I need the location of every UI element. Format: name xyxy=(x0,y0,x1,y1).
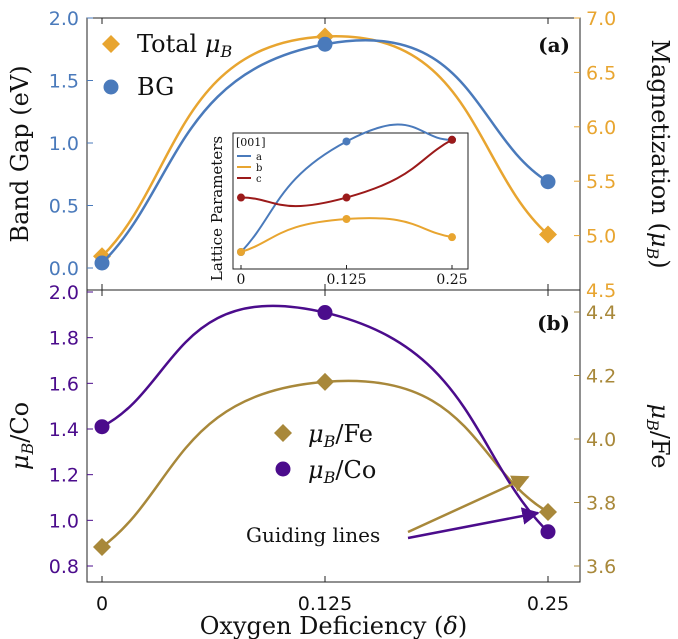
inset-series-b xyxy=(237,215,456,256)
data-point xyxy=(539,225,557,244)
panel-a-left-axis: 0.0 0.5 1.0 1.5 2.0 xyxy=(49,8,93,280)
x-axis-title: Oxygen Deficiency (δ) xyxy=(200,612,467,639)
y-tick-label: 1.0 xyxy=(49,510,79,532)
y-axis-title: μB/Co xyxy=(6,402,37,470)
legend-b: μB/Fe μB/Co xyxy=(274,420,376,487)
guiding-lines-annotation: Guiding lines xyxy=(246,475,540,547)
y-right-tick-label: 3.8 xyxy=(586,493,616,515)
inset-x-tick-label: 0.125 xyxy=(326,272,366,288)
inset-data-point xyxy=(237,193,245,202)
panel-label: (b) xyxy=(537,311,570,335)
inset-data-point xyxy=(448,233,456,242)
data-point xyxy=(316,372,334,391)
inset-y-axis-title: Lattice Parameters xyxy=(208,136,226,281)
data-point xyxy=(317,305,333,321)
y-right-axis-title: Magnetization (μB) xyxy=(643,39,674,268)
legend-marker-bg xyxy=(103,79,119,95)
inset-title: [001] xyxy=(236,136,266,149)
inset-x-tick-label: 0.25 xyxy=(436,272,467,288)
data-point xyxy=(539,503,557,522)
legend-label-fe: μB/Fe xyxy=(308,420,373,451)
legend-label-total: Total μB xyxy=(137,30,232,61)
y-tick-label: 0.0 xyxy=(49,258,79,280)
x-tick-label: 0.125 xyxy=(298,593,352,615)
inset-legend-label: a xyxy=(256,152,262,163)
y-tick-label: 2.0 xyxy=(49,282,79,304)
y-right-tick-label: 7.0 xyxy=(586,8,616,30)
x-tick-label: 0 xyxy=(96,593,108,615)
legend-marker-total xyxy=(102,35,120,53)
y-right-tick-label: 4.5 xyxy=(586,280,616,302)
panel-label: (a) xyxy=(538,33,570,57)
inset-legend-label: b xyxy=(256,163,262,174)
series-band-gap xyxy=(94,36,556,271)
y-tick-label: 2.0 xyxy=(49,8,79,30)
inset-data-point xyxy=(342,215,351,223)
legend-label-bg: BG xyxy=(137,73,174,101)
y-tick-label: 1.5 xyxy=(49,71,79,93)
legend-a: Total μB BG xyxy=(102,30,232,101)
panel-b-right-axis: 3.6 3.8 4.0 4.2 4.4 xyxy=(574,302,616,578)
x-tick-label: 0.25 xyxy=(527,593,569,615)
series-mu-b-fe xyxy=(93,372,557,556)
annotation-arrow xyxy=(407,507,540,540)
inset-data-point xyxy=(342,193,351,202)
y-right-tick-label: 5.0 xyxy=(586,226,616,248)
y-tick-label: 1.8 xyxy=(49,328,79,350)
y-axis-title: Band Gap (eV) xyxy=(6,65,34,242)
legend-marker-co xyxy=(275,461,291,477)
y-right-tick-label: 5.5 xyxy=(586,171,616,193)
inset-x-tick-label: 0 xyxy=(237,272,246,288)
data-point xyxy=(94,419,110,435)
inset-chart: Lattice Parameters [001] 0 0.125 0.25 abc xyxy=(208,123,469,288)
y-right-tick-label: 4.0 xyxy=(586,429,616,451)
annotation-text: Guiding lines xyxy=(246,523,380,547)
y-right-tick-label: 4.2 xyxy=(586,366,616,388)
y-right-tick-label: 3.6 xyxy=(586,556,616,578)
panel-b-frame xyxy=(86,289,581,583)
panel-a-right-axis: 4.5 5.0 5.5 6.0 6.5 7.0 xyxy=(574,8,616,302)
annotation-arrow xyxy=(407,475,530,534)
legend-marker-fe xyxy=(274,424,292,442)
data-point xyxy=(317,36,333,52)
y-right-axis-title: μB/Fe xyxy=(643,403,674,468)
series-mu-b-co xyxy=(94,304,556,540)
y-right-tick-label: 6.5 xyxy=(586,62,616,84)
inset-data-point xyxy=(342,137,351,146)
y-tick-label: 1.2 xyxy=(49,465,79,487)
panel-b: 0.8 1.0 1.2 1.4 1.6 1.8 2.0 3.6 3.8 4.0 4.2 4.4 0 0.1… xyxy=(6,282,674,639)
y-tick-label: 0.8 xyxy=(49,556,79,578)
inset-data-point xyxy=(237,248,245,256)
data-point xyxy=(540,174,556,190)
data-point xyxy=(94,255,110,271)
y-tick-label: 0.5 xyxy=(49,196,79,218)
y-tick-label: 1.0 xyxy=(49,133,79,155)
data-point xyxy=(93,537,111,556)
y-right-tick-label: 6.0 xyxy=(586,117,616,139)
inset-series-c xyxy=(237,135,456,208)
legend-label-co: μB/Co xyxy=(308,456,376,487)
panel-b-left-axis: 0.8 1.0 1.2 1.4 1.6 1.8 2.0 xyxy=(49,282,93,578)
panel-a: 0.0 0.5 1.0 1.5 2.0 4.5 5.0 5.5 6.0 6.5 7.0 Band Ga… xyxy=(6,8,674,302)
y-tick-label: 1.6 xyxy=(49,373,79,395)
y-tick-label: 1.4 xyxy=(49,419,79,441)
data-point xyxy=(540,524,556,540)
y-right-tick-label: 4.4 xyxy=(586,302,616,324)
inset-legend-label: c xyxy=(256,174,262,185)
inset-data-point xyxy=(448,135,456,144)
